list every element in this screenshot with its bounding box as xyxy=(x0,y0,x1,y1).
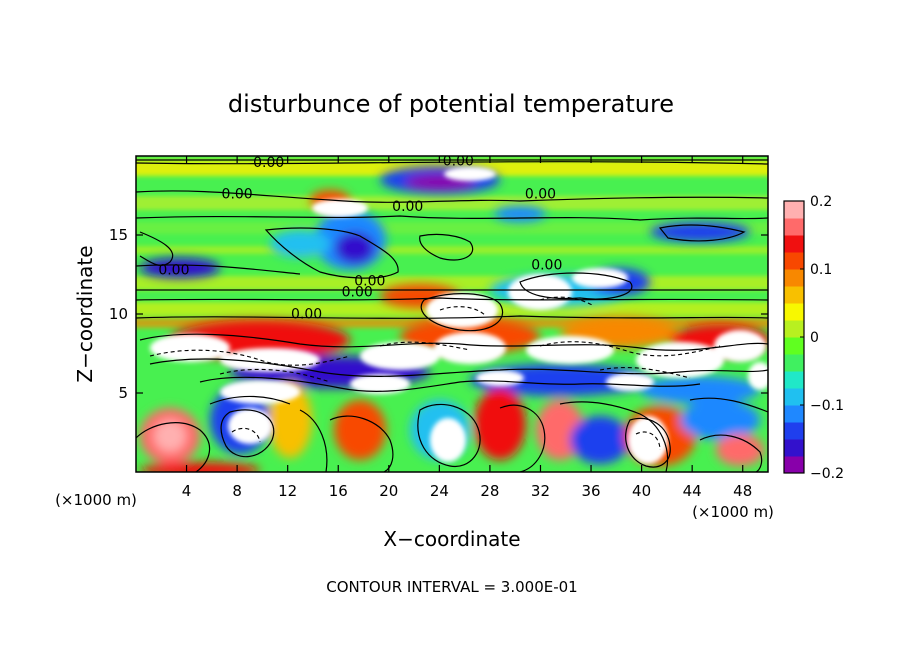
colorbar-swatch xyxy=(784,337,804,355)
y-axis-label: Z−coordinate xyxy=(73,245,97,382)
contour-label: 0.00 xyxy=(222,187,253,203)
y-axis: 5 10 15 xyxy=(109,226,768,402)
x-tick-label: 24 xyxy=(430,482,449,500)
colorbar-ticks: 0.2 0.1 0 −0.1 −0.2 xyxy=(800,194,844,482)
colorbar-swatch xyxy=(784,371,804,389)
contour-lines xyxy=(136,159,768,472)
colorbar-swatch xyxy=(784,439,804,457)
contour-label: 0.00 xyxy=(443,153,474,169)
colorbar-swatch xyxy=(784,235,804,253)
x-tick-label: 8 xyxy=(232,482,242,500)
x-tick-label: 16 xyxy=(329,482,348,500)
contour-labels: 0.00 0.000.000.000.000.00 0.000.000.000.00 xyxy=(158,153,562,323)
colorbar-swatch xyxy=(784,286,804,304)
dashed-contours xyxy=(149,296,721,451)
colorbar-swatch xyxy=(784,303,804,321)
contour-label: 0.00 xyxy=(531,258,562,274)
x-axis: 4 8 12 16 20 24 28 32 36 40 44 48 xyxy=(182,156,752,500)
x-tick-label: 20 xyxy=(379,482,398,500)
chart-title: disturbunce of potential temperature xyxy=(228,90,674,118)
colorbar-swatch xyxy=(784,456,804,474)
x-tick-label: 28 xyxy=(480,482,499,500)
colorbar-swatch xyxy=(784,201,804,219)
y-tick-label: 10 xyxy=(109,305,128,323)
contour-label: 0.00 xyxy=(291,307,322,323)
contour-label: 0.00 xyxy=(253,155,284,171)
contour-label: 0.00 xyxy=(354,273,385,289)
contour-label: 0.00 xyxy=(158,262,189,278)
colorbar-swatch xyxy=(784,388,804,406)
contour-label: 0.00 xyxy=(342,284,373,300)
x-tick-label: 36 xyxy=(581,482,600,500)
x-axis-label: X−coordinate xyxy=(383,527,520,551)
colorbar-tick-label: 0 xyxy=(810,330,819,346)
x-tick-label: 48 xyxy=(733,482,752,500)
y-tick-label: 15 xyxy=(109,226,128,244)
colorbar-swatch xyxy=(784,218,804,236)
x-tick-label: 12 xyxy=(278,482,297,500)
colorbar-swatch xyxy=(784,354,804,372)
colorbar-tick-label: 0.1 xyxy=(810,262,832,278)
colorbar-swatch xyxy=(784,320,804,338)
y-tick-label: 5 xyxy=(118,384,128,402)
plot-area: 0.00 0.000.000.000.000.00 0.000.000.000.00 xyxy=(136,153,768,472)
x-tick-label: 40 xyxy=(632,482,651,500)
colorbar-swatch xyxy=(784,405,804,423)
colorbar-tick-label: 0.2 xyxy=(810,194,832,210)
colorbar-tick-label: −0.1 xyxy=(810,398,844,414)
colorbar xyxy=(784,201,804,474)
x-unit-label-left: (×1000 m) xyxy=(55,491,137,509)
contour-label: 0.00 xyxy=(525,187,556,203)
contour-interval-label: CONTOUR INTERVAL = 3.000E-01 xyxy=(326,578,577,596)
colorbar-swatch xyxy=(784,422,804,440)
x-tick-label: 4 xyxy=(182,482,192,500)
x-tick-label: 32 xyxy=(531,482,550,500)
colorbar-tick-label: −0.2 xyxy=(810,466,844,482)
x-unit-label-right: (×1000 m) xyxy=(692,503,774,521)
colorbar-swatch xyxy=(784,252,804,270)
contour-label: 0.00 xyxy=(392,199,423,215)
colorbar-swatch xyxy=(784,269,804,287)
x-tick-label: 44 xyxy=(683,482,702,500)
